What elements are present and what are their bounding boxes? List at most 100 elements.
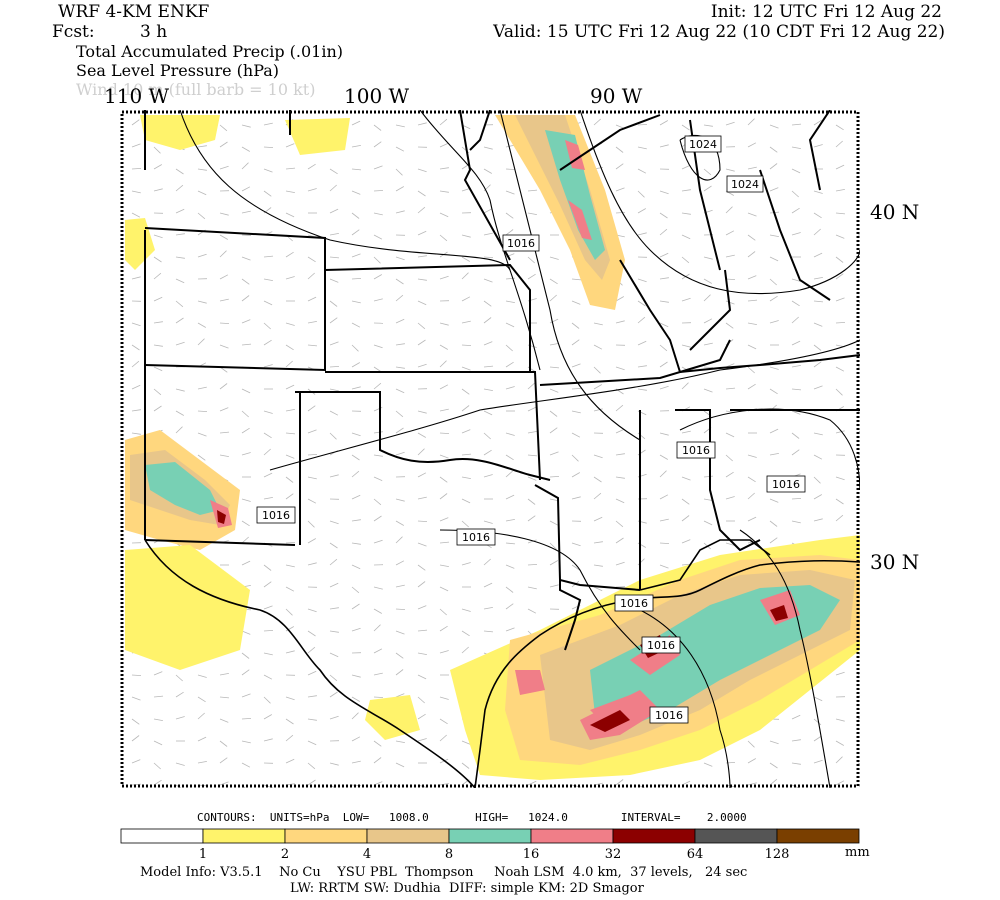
- wind-barb: [373, 298, 383, 302]
- wind-barb: [571, 496, 581, 500]
- lon-label-90w: 90 W: [590, 84, 643, 108]
- wind-barb: [439, 167, 449, 170]
- wind-barb: [791, 146, 801, 149]
- wind-barb: [307, 344, 318, 347]
- wind-barb: [241, 278, 250, 285]
- wind-barb: [439, 234, 448, 242]
- wind-barb: [373, 608, 382, 614]
- wind-barb: [285, 190, 295, 193]
- wind-barb: [373, 234, 383, 240]
- wind-barb: [175, 184, 184, 192]
- wind-barb: [527, 539, 537, 544]
- wind-barb: [615, 404, 624, 412]
- wind-barb: [285, 493, 294, 500]
- wind-barb: [131, 432, 141, 435]
- wind-barb: [241, 186, 251, 192]
- wind-barb: [263, 146, 274, 148]
- wind-barb: [131, 276, 141, 280]
- wind-barb: [461, 344, 472, 346]
- wind-barb: [791, 316, 799, 324]
- wind-barb: [439, 541, 450, 544]
- wind-barb: [153, 188, 163, 192]
- wind-barb: [483, 449, 492, 456]
- wind-barb: [527, 498, 536, 505]
- wind-barb: [571, 339, 580, 346]
- wind-barb: [505, 361, 514, 368]
- wind-barb: [747, 516, 757, 522]
- forecast-map: 1024 1024 1016 1016 1016 1016 1016 1016 …: [120, 110, 860, 788]
- wind-barb: [197, 410, 208, 412]
- wind-barb: [131, 674, 142, 676]
- wind-barb: [483, 208, 493, 214]
- wind-barb: [219, 124, 228, 132]
- wind-barb: [219, 454, 229, 457]
- wind-barb: [659, 361, 668, 368]
- colorbar-tick-label: 1: [199, 847, 207, 862]
- wind-barb: [681, 382, 689, 390]
- wind-barb: [857, 278, 860, 281]
- wind-barb: [395, 294, 404, 302]
- wind-barb: [439, 718, 448, 725]
- wind-barb: [219, 322, 230, 324]
- wind-barb: [351, 494, 361, 500]
- wind-barb: [439, 564, 449, 567]
- wind-barb: [241, 319, 251, 324]
- wind-barb: [791, 388, 802, 391]
- wind-barb: [329, 256, 340, 259]
- wind-barb: [571, 432, 581, 438]
- wind-barb: [153, 718, 163, 721]
- wind-barb: [615, 146, 624, 153]
- wind-barb: [593, 564, 603, 567]
- wind-barb: [593, 476, 602, 483]
- wind-barb: [637, 316, 646, 324]
- wind-barb: [307, 630, 316, 637]
- wind-barb: [351, 712, 359, 720]
- wind-barb: [373, 586, 383, 590]
- wind-barb: [329, 208, 339, 214]
- wind-barb: [351, 344, 359, 352]
- wind-barb: [505, 386, 515, 390]
- wind-barb: [483, 146, 493, 150]
- wind-barb: [725, 363, 735, 368]
- wind-barb: [835, 756, 843, 764]
- wind-barb: [835, 212, 846, 215]
- wind-barb: [153, 405, 162, 412]
- wind-barb: [439, 275, 449, 280]
- wind-barb: [769, 453, 779, 456]
- wind-barb: [131, 384, 141, 390]
- wind-barb: [439, 586, 449, 592]
- wind-barb: [417, 472, 427, 478]
- wind-barb: [329, 233, 339, 236]
- wind-barb: [373, 672, 383, 676]
- wind-barb: [813, 385, 823, 390]
- wind-barb: [769, 320, 779, 324]
- wind-barb: [131, 190, 141, 194]
- wind-barb: [659, 494, 669, 500]
- wind-barb: [351, 627, 361, 632]
- wind-barb: [285, 344, 294, 351]
- model-title: WRF 4-KM ENKF: [58, 2, 210, 22]
- colorbar-ticks: 1 2 4 8 16 32 64 128: [199, 847, 790, 862]
- wind-barb: [307, 454, 318, 456]
- wind-barb: [747, 344, 757, 350]
- wind-barb: [747, 366, 755, 374]
- wind-barb: [769, 740, 779, 745]
- wind-barb: [769, 498, 779, 503]
- isobar-label-group: 1024 1024 1016 1016 1016 1016 1016 1016 …: [256, 135, 806, 724]
- wind-barb: [813, 432, 823, 436]
- wind-barb: [593, 384, 602, 390]
- wind-barb: [593, 118, 601, 126]
- wind-barb: [461, 608, 471, 612]
- wind-barb: [527, 256, 535, 264]
- wind-barb: [197, 386, 207, 390]
- wind-barb: [659, 300, 669, 303]
- wind-barb: [439, 696, 449, 700]
- wind-barb: [395, 366, 405, 369]
- wind-barb: [417, 278, 427, 281]
- wind-barb: [263, 448, 271, 456]
- wind-barb: [197, 761, 207, 764]
- wind-barb: [241, 520, 250, 527]
- wind-barb: [219, 250, 227, 258]
- wind-barb: [329, 184, 337, 192]
- wind-barb: [373, 212, 383, 216]
